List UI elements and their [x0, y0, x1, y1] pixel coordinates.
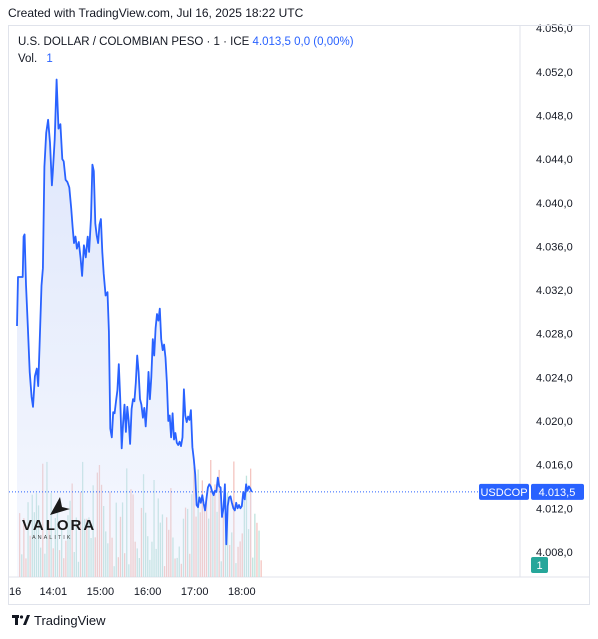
watermark-word: VALORA	[22, 517, 97, 534]
price-change: 0,0 (0,00%)	[294, 36, 354, 48]
y-tick-label: 4.012,0	[536, 503, 573, 515]
x-tick-label: 16	[9, 586, 21, 598]
x-tick-label: 14:01	[40, 586, 68, 598]
created-text: Created with TradingView.com, Jul 16, 20…	[8, 6, 304, 20]
valora-watermark: VALORA ANALITIK	[22, 495, 94, 545]
chart-legend: U.S. DOLLAR / COLOMBIAN PESO · 1 · ICE 4…	[18, 34, 354, 68]
watermark-sub: ANALITIK	[32, 535, 73, 541]
volume-badge	[531, 557, 548, 573]
volume-badge-label: 1	[536, 560, 542, 572]
y-tick-label: 4.036,0	[536, 241, 573, 253]
volume-label[interactable]: Vol.	[18, 53, 38, 65]
y-tick-label: 4.024,0	[536, 372, 573, 384]
y-tick-label: 4.032,0	[536, 285, 573, 297]
last-value: 4.013,5	[252, 36, 291, 48]
price-line	[16, 78, 253, 546]
volume-value: 1	[46, 53, 53, 65]
y-tick-label: 4.040,0	[536, 198, 573, 210]
chart-frame	[8, 25, 590, 605]
valora-logo-icon	[50, 497, 70, 515]
y-tick-label: 4.028,0	[536, 329, 573, 341]
y-tick-label: 4.048,0	[536, 111, 573, 123]
price-badge	[531, 483, 584, 500]
price-badge-label: 4.013,5	[539, 487, 576, 499]
volume-bar	[260, 560, 262, 577]
x-tick-label: 17:00	[181, 586, 209, 598]
footer-brand[interactable]: TradingView	[12, 613, 106, 628]
y-tick-label: 4.020,0	[536, 416, 573, 428]
x-tick-label: 15:00	[87, 586, 115, 598]
ticker-badge-label: USDCOP	[480, 487, 527, 499]
tradingview-logo-icon	[12, 614, 30, 625]
symbol-title[interactable]: U.S. DOLLAR / COLOMBIAN PESO · 1 · ICE	[18, 36, 250, 48]
y-tick-label: 4.016,0	[536, 460, 573, 472]
volume-bar	[256, 522, 258, 577]
volume-bar	[254, 513, 256, 577]
volume-bar	[258, 530, 260, 577]
ticker-badge	[479, 483, 529, 500]
x-tick-label: 16:00	[134, 586, 162, 598]
x-tick-label: 18:00	[228, 586, 256, 598]
footer-brand-label: TradingView	[34, 613, 106, 628]
volume-bar	[252, 557, 254, 577]
y-tick-label: 4.056,0	[536, 23, 573, 35]
y-tick-label: 4.008,0	[536, 547, 573, 559]
y-tick-label: 4.044,0	[536, 154, 573, 166]
y-tick-label: 4.052,0	[536, 67, 573, 79]
